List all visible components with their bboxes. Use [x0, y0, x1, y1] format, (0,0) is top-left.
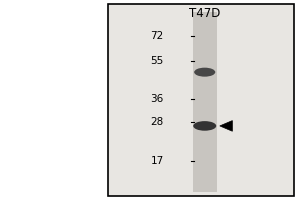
- Text: 72: 72: [151, 31, 164, 41]
- Text: T47D: T47D: [189, 7, 220, 20]
- FancyBboxPatch shape: [108, 4, 294, 196]
- Text: 17: 17: [151, 156, 164, 166]
- Polygon shape: [220, 121, 233, 131]
- Text: 55: 55: [151, 56, 164, 66]
- Text: 36: 36: [151, 94, 164, 104]
- Ellipse shape: [193, 121, 216, 131]
- FancyBboxPatch shape: [193, 12, 217, 192]
- Text: 28: 28: [151, 117, 164, 127]
- Ellipse shape: [194, 68, 215, 77]
